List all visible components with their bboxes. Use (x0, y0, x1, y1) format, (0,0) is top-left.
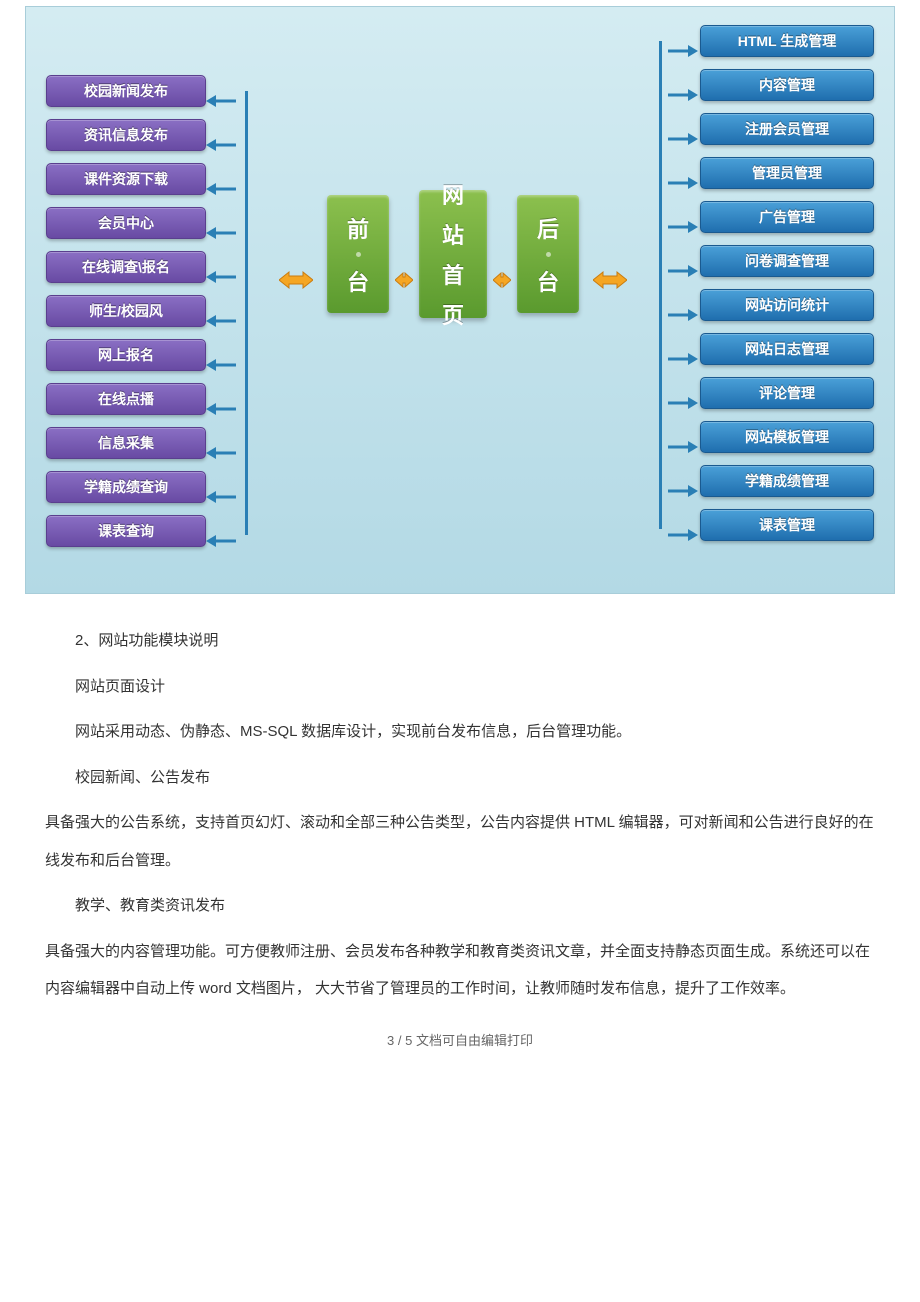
block-label: 台 (537, 265, 559, 297)
heading-news: 校园新闻、公告发布 (45, 759, 875, 797)
backend-modules: HTML 生成管理 内容管理 注册会员管理 管理员管理 广告管理 问卷调查管理 … (700, 25, 874, 553)
block-homepage: 网 站 首 页 (419, 190, 487, 318)
center-blocks: 前 台 网 站 首 页 后 (254, 25, 652, 318)
block-label: 后 (537, 212, 559, 244)
para-page-design: 网站采用动态、伪静态、MS-SQL 数据库设计，实现前台发布信息，后台管理功能。 (45, 713, 875, 751)
mgmt-content: 内容管理 (700, 69, 874, 101)
mgmt-html: HTML 生成管理 (700, 25, 874, 57)
frontend-modules: 校园新闻发布 资讯信息发布 课件资源下载 会员中心 在线调查\报名 师生/校园风… (46, 25, 206, 559)
mgmt-ads: 广告管理 (700, 201, 874, 233)
heading-modules: 2、网站功能模块说明 (45, 622, 875, 660)
para-edu: 具备强大的内容管理功能。可方便教师注册、会员发布各种教学和教育类资讯文章，并全面… (45, 933, 875, 1008)
mid-orange-arrow-icon (395, 268, 413, 292)
module-download: 课件资源下载 (46, 163, 206, 195)
mgmt-timetable: 课表管理 (700, 509, 874, 541)
mgmt-template: 网站模板管理 (700, 421, 874, 453)
mgmt-survey: 问卷调查管理 (700, 245, 874, 277)
module-collect: 信息采集 (46, 427, 206, 459)
block-label: 首 (442, 258, 464, 290)
module-grades: 学籍成绩查询 (46, 471, 206, 503)
mgmt-comments: 评论管理 (700, 377, 874, 409)
block-label: 页 (442, 298, 464, 330)
module-survey: 在线调查\报名 (46, 251, 206, 283)
mid-orange-arrow-icon (493, 268, 511, 292)
module-news: 校园新闻发布 (46, 75, 206, 107)
module-signup: 网上报名 (46, 339, 206, 371)
mgmt-member: 注册会员管理 (700, 113, 874, 145)
block-label: 前 (347, 212, 369, 244)
module-vod: 在线点播 (46, 383, 206, 415)
block-label: 网 (442, 178, 464, 210)
para-news: 具备强大的公告系统，支持首页幻灯、滚动和全部三种公告类型，公告内容提供 HTML… (45, 804, 875, 879)
block-label: 台 (347, 265, 369, 297)
right-orange-arrow-icon (593, 268, 627, 292)
module-info: 资讯信息发布 (46, 119, 206, 151)
article-body: 2、网站功能模块说明 网站页面设计 网站采用动态、伪静态、MS-SQL 数据库设… (45, 622, 875, 1008)
left-orange-arrow-icon (279, 268, 313, 292)
page-footer: 3 / 5 文档可自由编辑打印 (0, 1030, 920, 1049)
mgmt-grades: 学籍成绩管理 (700, 465, 874, 497)
module-member: 会员中心 (46, 207, 206, 239)
left-arrows (206, 25, 238, 569)
mgmt-admin: 管理员管理 (700, 157, 874, 189)
mgmt-logs: 网站日志管理 (700, 333, 874, 365)
right-arrows (668, 25, 700, 563)
block-frontend: 前 台 (327, 195, 389, 313)
heading-edu: 教学、教育类资讯发布 (45, 887, 875, 925)
architecture-diagram: 校园新闻发布 资讯信息发布 课件资源下载 会员中心 在线调查\报名 师生/校园风… (25, 6, 895, 594)
block-backend: 后 台 (517, 195, 579, 313)
module-timetable: 课表查询 (46, 515, 206, 547)
mgmt-stats: 网站访问统计 (700, 289, 874, 321)
module-campus: 师生/校园风 (46, 295, 206, 327)
heading-page-design: 网站页面设计 (45, 668, 875, 706)
block-label: 站 (442, 218, 464, 250)
